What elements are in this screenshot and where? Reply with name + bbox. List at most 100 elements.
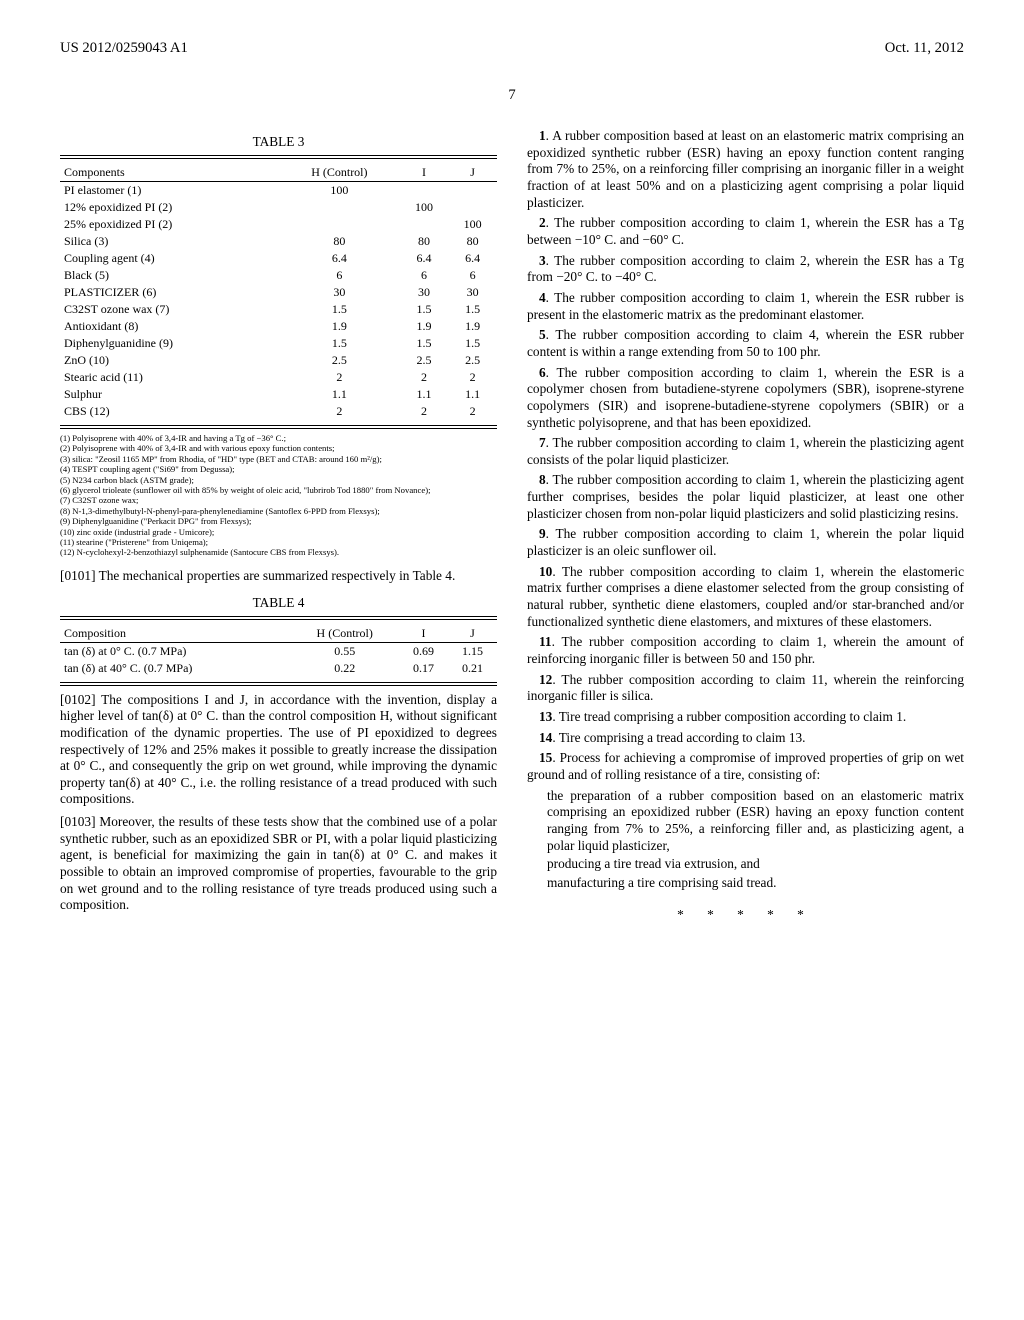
right-column: 1. A rubber composition based at least o…	[527, 124, 964, 923]
claim-text: . The rubber composition according to cl…	[527, 435, 964, 467]
claim-7: 7. The rubber composition according to c…	[527, 435, 964, 468]
publication-date: Oct. 11, 2012	[885, 40, 964, 57]
table-cell: 2	[448, 369, 497, 386]
table-cell: Antioxidant (8)	[60, 318, 279, 335]
table-cell: 30	[400, 284, 449, 301]
table-cell: 1.9	[279, 318, 399, 335]
claim-11: 11. The rubber composition according to …	[527, 634, 964, 667]
claim-12: 12. The rubber composition according to …	[527, 672, 964, 705]
table-row: Stearic acid (11)222	[60, 369, 497, 386]
table-row: Silica (3)808080	[60, 233, 497, 250]
table-cell: 2	[279, 403, 399, 420]
footnote-line: (2) Polyisoprene with 40% of 3,4-IR and …	[60, 443, 497, 453]
page-header: US 2012/0259043 A1 Oct. 11, 2012	[60, 40, 964, 57]
claim-1: 1. A rubber composition based at least o…	[527, 128, 964, 211]
claim-sub-item: the preparation of a rubber composition …	[547, 788, 964, 855]
table-cell: tan (δ) at 40° C. (0.7 MPa)	[60, 660, 290, 677]
table-row: tan (δ) at 0° C. (0.7 MPa)0.550.691.15	[60, 643, 497, 660]
paragraph-0103: [0103] Moreover, the results of these te…	[60, 814, 497, 914]
claim-15: 15. Process for achieving a compromise o…	[527, 750, 964, 783]
table-cell: 30	[279, 284, 399, 301]
claim-6: 6. The rubber composition according to c…	[527, 365, 964, 432]
table3-footnotes: (1) Polyisoprene with 40% of 3,4-IR and …	[60, 433, 497, 558]
table-cell: 80	[279, 233, 399, 250]
end-stars: * * * * *	[527, 907, 964, 923]
claim-2: 2. The rubber composition according to c…	[527, 215, 964, 248]
table4-title: TABLE 4	[60, 595, 497, 611]
claim-15-subitems: the preparation of a rubber composition …	[527, 788, 964, 892]
claim-number: 2	[539, 215, 546, 230]
claim-text: . The rubber composition according to cl…	[527, 564, 964, 629]
table-cell: 2.5	[448, 352, 497, 369]
footnote-line: (8) N-1,3-dimethylbutyl-N-phenyl-para-ph…	[60, 506, 497, 516]
table-row: PI elastomer (1)100	[60, 182, 497, 199]
table-cell	[448, 199, 497, 216]
claim-text: . Process for achieving a compromise of …	[527, 750, 964, 782]
table-cell: 1.1	[400, 386, 449, 403]
patent-number: US 2012/0259043 A1	[60, 40, 188, 57]
claim-text: . The rubber composition according to cl…	[527, 327, 964, 359]
table4: Composition H (Control) I J tan (δ) at 0…	[60, 625, 497, 677]
paragraph-0101: [0101] The mechanical properties are sum…	[60, 568, 497, 585]
table-row: tan (δ) at 40° C. (0.7 MPa)0.220.170.21	[60, 660, 497, 677]
claim-5: 5. The rubber composition according to c…	[527, 327, 964, 360]
table-cell: 1.15	[448, 643, 497, 660]
two-column-layout: TABLE 3 Components H (Control) I J PI el…	[60, 124, 964, 923]
claim-number: 14	[539, 730, 552, 745]
table-cell: 0.17	[399, 660, 448, 677]
table-cell: 25% epoxidized PI (2)	[60, 216, 279, 233]
table-cell: 1.1	[448, 386, 497, 403]
table-row: PLASTICIZER (6)303030	[60, 284, 497, 301]
table-cell: 80	[448, 233, 497, 250]
claim-number: 9	[539, 526, 546, 541]
table3-h1: H (Control)	[279, 164, 399, 182]
table-cell: Sulphur	[60, 386, 279, 403]
left-column: TABLE 3 Components H (Control) I J PI el…	[60, 124, 497, 923]
table4-h1: H (Control)	[290, 625, 399, 643]
table-cell	[448, 182, 497, 199]
table3: Components H (Control) I J PI elastomer …	[60, 164, 497, 420]
table-cell	[279, 216, 399, 233]
table-cell: 1.5	[448, 301, 497, 318]
table-cell: 100	[400, 199, 449, 216]
table3-h0: Components	[60, 164, 279, 182]
claim-number: 12	[539, 672, 552, 687]
claim-text: . The rubber composition according to cl…	[527, 526, 964, 558]
table-cell	[279, 199, 399, 216]
table-cell: 6.4	[400, 250, 449, 267]
table-cell	[400, 216, 449, 233]
footnote-line: (5) N234 carbon black (ASTM grade);	[60, 475, 497, 485]
claim-8: 8. The rubber composition according to c…	[527, 472, 964, 522]
table4-h0: Composition	[60, 625, 290, 643]
claim-10: 10. The rubber composition according to …	[527, 564, 964, 631]
claim-9: 9. The rubber composition according to c…	[527, 526, 964, 559]
table-cell: 6	[448, 267, 497, 284]
table-cell: 1.5	[448, 335, 497, 352]
claim-text: . The rubber composition according to cl…	[527, 253, 964, 285]
table-cell: 0.55	[290, 643, 399, 660]
claim-number: 6	[539, 365, 546, 380]
claim-text: . Tire tread comprising a rubber composi…	[552, 709, 906, 724]
table-cell: Coupling agent (4)	[60, 250, 279, 267]
table-cell: 1.5	[400, 335, 449, 352]
table-cell: PI elastomer (1)	[60, 182, 279, 199]
table3-h2: I	[400, 164, 449, 182]
table-cell: 30	[448, 284, 497, 301]
claim-text: . The rubber composition according to cl…	[527, 672, 964, 704]
claim-text: . The rubber composition according to cl…	[527, 472, 964, 520]
table-cell: 2	[448, 403, 497, 420]
claims-list: 1. A rubber composition based at least o…	[527, 128, 964, 784]
table4-h3: J	[448, 625, 497, 643]
footnote-line: (1) Polyisoprene with 40% of 3,4-IR and …	[60, 433, 497, 443]
table-cell: ZnO (10)	[60, 352, 279, 369]
claim-text: . Tire comprising a tread according to c…	[552, 730, 805, 745]
table-cell: 1.5	[279, 335, 399, 352]
footnote-line: (4) TESPT coupling agent ("Si69" from De…	[60, 464, 497, 474]
claim-number: 13	[539, 709, 552, 724]
claim-14: 14. Tire comprising a tread according to…	[527, 730, 964, 747]
paragraph-0102: [0102] The compositions I and J, in acco…	[60, 692, 497, 809]
claim-number: 15	[539, 750, 552, 765]
table-cell: Black (5)	[60, 267, 279, 284]
table-row: Diphenylguanidine (9)1.51.51.5	[60, 335, 497, 352]
claim-13: 13. Tire tread comprising a rubber compo…	[527, 709, 964, 726]
